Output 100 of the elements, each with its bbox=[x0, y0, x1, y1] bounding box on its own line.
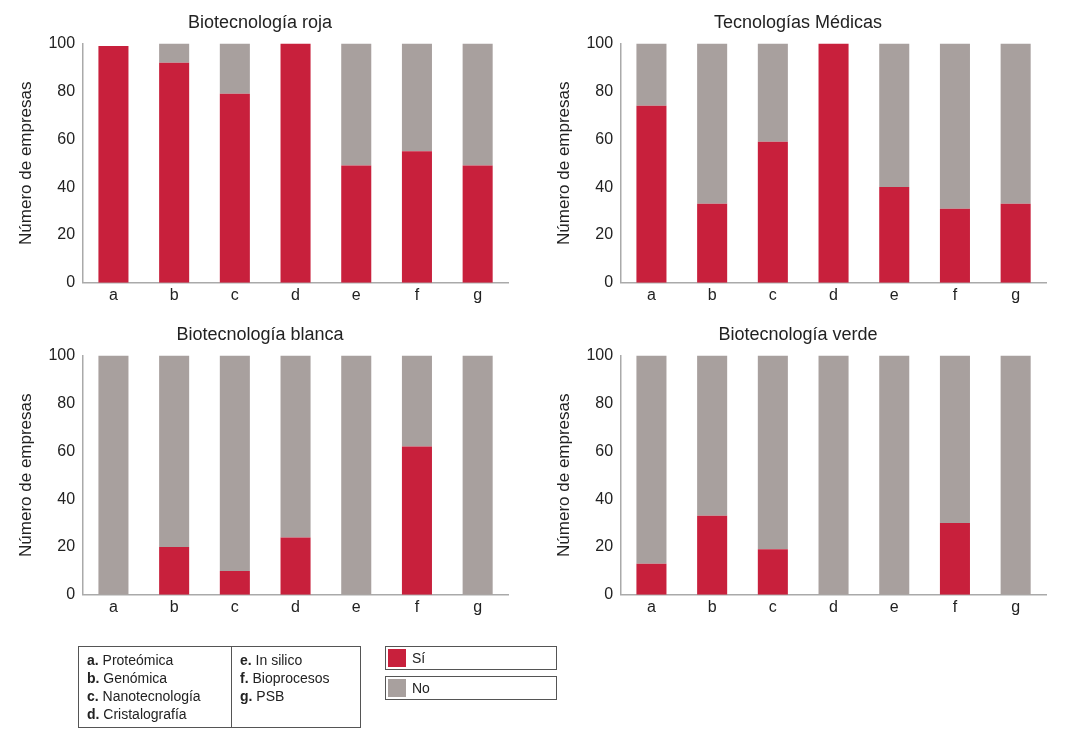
y-axis-title: Número de empresas bbox=[15, 393, 35, 557]
bar bbox=[757, 549, 788, 595]
bar bbox=[219, 43, 250, 94]
y-tick-label: 100 bbox=[586, 34, 614, 52]
x-tick-label: f bbox=[952, 597, 958, 615]
x-tick-label: e bbox=[889, 285, 899, 303]
bar bbox=[636, 355, 667, 564]
y-tick-label: 0 bbox=[66, 585, 76, 603]
bar bbox=[401, 355, 432, 447]
bar bbox=[280, 537, 311, 595]
y-axis-title: Número de empresas bbox=[15, 81, 35, 245]
chart-title: Biotecnología verde bbox=[718, 323, 878, 344]
text: d. Cristalografía bbox=[87, 705, 188, 723]
x-tick-label: a bbox=[646, 285, 656, 303]
y-axis-title: Número de empresas bbox=[553, 81, 573, 245]
y-tick-label: 100 bbox=[586, 346, 614, 364]
x-tick-label: a bbox=[646, 597, 656, 615]
x-tick-label: f bbox=[414, 597, 420, 615]
bar bbox=[879, 43, 910, 188]
y-tick-label: 20 bbox=[57, 537, 76, 555]
y-tick-label: 40 bbox=[57, 177, 76, 195]
bar bbox=[341, 165, 372, 283]
y-tick-label: 0 bbox=[604, 585, 614, 603]
bar bbox=[636, 43, 667, 106]
bar bbox=[341, 43, 372, 166]
text: c. Nanotecnología bbox=[87, 687, 202, 705]
text: a. Proteómica bbox=[87, 651, 175, 669]
y-tick-label: 100 bbox=[48, 346, 76, 364]
text: e. In silico bbox=[240, 651, 304, 669]
bar bbox=[939, 208, 970, 283]
y-tick-label: 100 bbox=[48, 34, 76, 52]
x-tick-label: d bbox=[829, 285, 838, 303]
x-tick-label: d bbox=[291, 597, 300, 615]
bar bbox=[1000, 43, 1031, 204]
y-tick-label: 0 bbox=[66, 273, 76, 291]
bar bbox=[757, 355, 788, 550]
bar bbox=[636, 105, 667, 283]
x-tick-label: d bbox=[829, 597, 838, 615]
bar bbox=[879, 187, 910, 283]
bar bbox=[219, 570, 250, 595]
x-tick-label: a bbox=[108, 285, 118, 303]
y-tick-label: 20 bbox=[57, 225, 76, 243]
bar bbox=[219, 355, 250, 571]
x-tick-label: b bbox=[169, 285, 179, 303]
bar bbox=[1000, 203, 1031, 283]
bar bbox=[462, 165, 493, 283]
x-tick-label: f bbox=[952, 285, 958, 303]
x-tick-label: c bbox=[230, 597, 239, 615]
legend-label: No bbox=[412, 680, 430, 696]
bar bbox=[159, 355, 190, 547]
x-tick-label: c bbox=[768, 597, 777, 615]
bar bbox=[697, 43, 728, 204]
x-tick-label: g bbox=[1011, 285, 1021, 303]
y-tick-label: 80 bbox=[57, 393, 76, 411]
bar bbox=[280, 43, 311, 283]
x-tick-label: e bbox=[889, 597, 899, 615]
y-tick-label: 60 bbox=[595, 441, 614, 459]
text: g. PSB bbox=[240, 687, 286, 705]
bar bbox=[939, 523, 970, 595]
x-tick-label: b bbox=[169, 597, 179, 615]
bar bbox=[939, 43, 970, 209]
bar bbox=[697, 355, 728, 516]
x-tick-label: f bbox=[414, 285, 420, 303]
chart-title: Tecnologías Médicas bbox=[713, 11, 883, 32]
x-tick-label: e bbox=[351, 597, 361, 615]
y-tick-label: 80 bbox=[57, 81, 76, 99]
x-tick-label: e bbox=[351, 285, 361, 303]
bar bbox=[98, 45, 129, 283]
x-tick-label: b bbox=[707, 597, 717, 615]
y-tick-label: 60 bbox=[57, 441, 76, 459]
x-tick-label: d bbox=[291, 285, 300, 303]
y-tick-label: 60 bbox=[595, 129, 614, 147]
bar bbox=[159, 546, 190, 595]
bar bbox=[401, 43, 432, 152]
bar bbox=[939, 355, 970, 524]
bar bbox=[757, 43, 788, 142]
y-tick-label: 40 bbox=[595, 489, 614, 507]
bar bbox=[280, 355, 311, 538]
bar bbox=[401, 151, 432, 283]
bar bbox=[219, 93, 250, 283]
bar bbox=[697, 515, 728, 595]
y-tick-label: 60 bbox=[57, 129, 76, 147]
x-tick-label: c bbox=[230, 285, 239, 303]
bar bbox=[818, 43, 849, 283]
y-tick-label: 40 bbox=[595, 177, 614, 195]
legend-label: Sí bbox=[412, 650, 426, 666]
x-tick-label: g bbox=[473, 597, 483, 615]
bar bbox=[159, 62, 190, 283]
x-tick-label: c bbox=[768, 285, 777, 303]
text: f. Bioprocesos bbox=[240, 669, 331, 687]
y-tick-label: 20 bbox=[595, 537, 614, 555]
bar bbox=[636, 563, 667, 595]
bar bbox=[401, 446, 432, 595]
x-tick-label: g bbox=[1011, 597, 1021, 615]
x-tick-label: g bbox=[473, 285, 483, 303]
chart-title: Biotecnología roja bbox=[187, 11, 334, 32]
bar bbox=[697, 203, 728, 283]
y-tick-label: 0 bbox=[604, 273, 614, 291]
y-tick-label: 80 bbox=[595, 81, 614, 99]
chart-title: Biotecnología blanca bbox=[176, 323, 345, 344]
